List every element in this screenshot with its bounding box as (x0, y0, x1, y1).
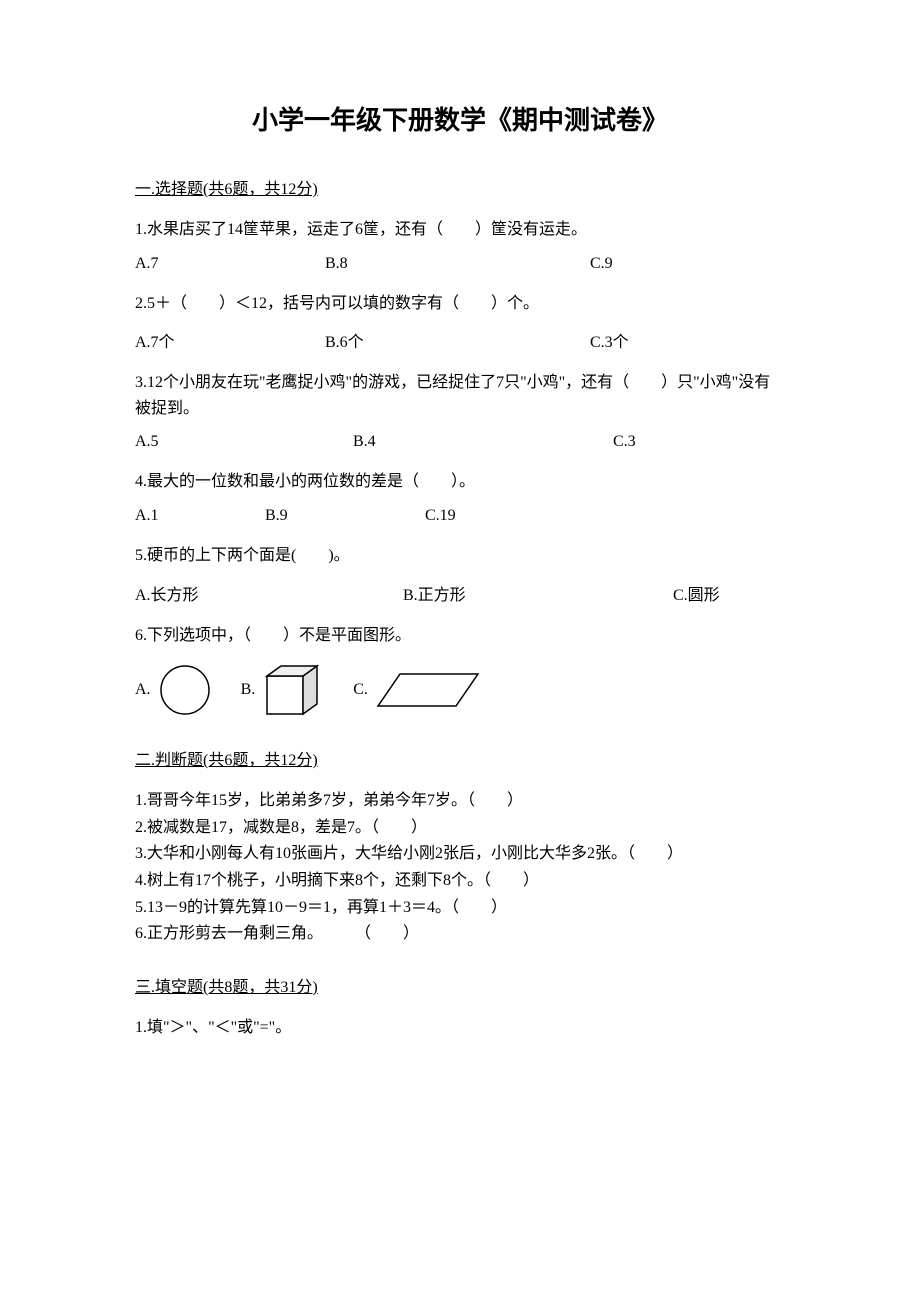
q3-opt-c: C.3 (613, 433, 636, 451)
q2-opt-a: A.7个 (135, 328, 325, 352)
tf-2: 2.被减数是17，减数是8，差是7。（ ） (135, 815, 785, 841)
tf-3: 3.大华和小刚每人有10张画片，大华给小刚2张后，小刚比大华多2张。（ ） (135, 841, 785, 867)
fill-1: 1.填"＞"、"＜"或"="。 (135, 1015, 785, 1041)
circle-icon (157, 662, 213, 718)
cube-icon (261, 660, 325, 720)
section-3-header: 三.填空题(共8题，共31分) (135, 973, 785, 997)
q1-opt-b: B.8 (325, 255, 590, 273)
q5-opt-c: C.圆形 (673, 581, 720, 605)
q3-options: A.5 B.4 C.3 (135, 433, 785, 451)
q4-opt-a: A.1 (135, 507, 265, 525)
q6-opt-a-label: A. (135, 681, 151, 699)
q5-opt-b: B.正方形 (403, 581, 673, 605)
q4-options: A.1 B.9 C.19 (135, 507, 785, 525)
tf-1: 1.哥哥今年15岁，比弟弟多7岁，弟弟今年7岁。（ ） (135, 788, 785, 814)
tf-6: 6.正方形剪去一角剩三角。 （ ） (135, 921, 785, 947)
page-title: 小学一年级下册数学《期中测试卷》 (135, 100, 785, 137)
q2-options: A.7个 B.6个 C.3个 (135, 328, 785, 352)
q3-text: 3.12个小朋友在玩"老鹰捉小鸡"的游戏，已经捉住了7只"小鸡"，还有（ ）只"… (135, 370, 785, 421)
q6-opt-c: C. (353, 668, 484, 712)
q4-opt-b: B.9 (265, 507, 425, 525)
q5-text: 5.硬币的上下两个面是( )。 (135, 543, 785, 569)
section-1-header: 一.选择题(共6题，共12分) (135, 175, 785, 199)
parallelogram-icon (374, 668, 484, 712)
q2-text: 2.5＋（ ）＜12，括号内可以填的数字有（ ）个。 (135, 291, 785, 317)
q6-opt-b-label: B. (241, 681, 256, 699)
q3-opt-a: A.5 (135, 433, 353, 451)
q6-opt-c-label: C. (353, 681, 368, 699)
q2-opt-c: C.3个 (590, 328, 629, 352)
q6-text: 6.下列选项中，（ ）不是平面图形。 (135, 623, 785, 649)
tf-4: 4.树上有17个桃子，小明摘下来8个，还剩下8个。（ ） (135, 868, 785, 894)
q5-opt-a: A.长方形 (135, 581, 403, 605)
q6-opt-b: B. (241, 660, 326, 720)
q4-opt-c: C.19 (425, 507, 456, 525)
q5-options: A.长方形 B.正方形 C.圆形 (135, 581, 785, 605)
q2-opt-b: B.6个 (325, 328, 590, 352)
q1-opt-a: A.7 (135, 255, 325, 273)
q1-opt-c: C.9 (590, 255, 613, 273)
q3-opt-b: B.4 (353, 433, 613, 451)
section-2-header: 二.判断题(共6题，共12分) (135, 746, 785, 770)
tf-5: 5.13－9的计算先算10－9＝1，再算1＋3＝4。（ ） (135, 895, 785, 921)
q1-options: A.7 B.8 C.9 (135, 255, 785, 273)
q1-text: 1.水果店买了14筐苹果，运走了6筐，还有（ ）筐没有运走。 (135, 217, 785, 243)
q6-opt-a: A. (135, 662, 213, 718)
q6-options: A. B. C. (135, 660, 785, 720)
q4-text: 4.最大的一位数和最小的两位数的差是（ ）。 (135, 469, 785, 495)
